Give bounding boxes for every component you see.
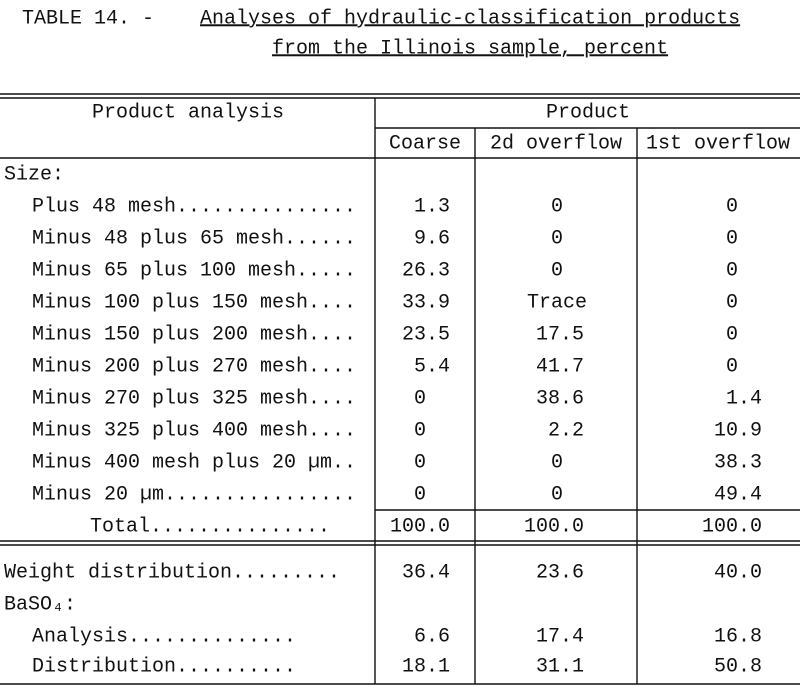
cell-value: 18.1 [402,655,450,678]
row-label: Minus 200 plus 270 mesh.... [32,355,356,378]
cell-value: 0 [414,451,426,474]
row-label: Minus 65 plus 100 mesh..... [32,259,356,282]
cell-value: 50.8 [714,655,762,678]
row-label: Plus 48 mesh............... [32,195,356,218]
row-label: Minus 20 µm................ [32,483,356,506]
cell-value: 9.6 [414,227,450,250]
column-header: 2d overflow [490,132,622,155]
cell-value: 26.3 [402,259,450,282]
cell-value: 0 [726,259,738,282]
cell-value: 5.4 [414,355,450,378]
row-label: Minus 270 plus 325 mesh.... [32,387,356,410]
row-label: Size: [4,163,64,186]
row-label: Analysis.............. [32,625,296,648]
cell-value: 0 [551,227,563,250]
cell-value: 2.2 [548,419,584,442]
cell-value: 17.4 [536,625,584,648]
row-label: BaSO₄: [4,593,76,616]
column-header: Coarse [389,132,461,155]
cell-value: 36.4 [402,561,450,584]
cell-value: 49.4 [714,483,762,506]
table-number: TABLE 14. - [22,7,154,30]
stub-header: Product analysis [92,101,284,124]
cell-value: 100.0 [702,515,762,538]
cell-value: Trace [527,291,587,314]
cell-value: 31.1 [536,655,584,678]
cell-value: 0 [726,355,738,378]
cell-value: 6.6 [414,625,450,648]
cell-value: 0 [414,387,426,410]
cell-value: 0 [726,227,738,250]
cell-value: 17.5 [536,323,584,346]
rules [0,93,800,685]
row-label: Minus 48 plus 65 mesh...... [32,227,356,250]
cell-value: 40.0 [714,561,762,584]
cell-value: 0 [726,195,738,218]
cell-value: 100.0 [390,515,450,538]
cell-value: 0 [551,483,563,506]
cell-value: 0 [726,291,738,314]
row-label: Total............... [90,515,330,538]
cell-value: 23.5 [402,323,450,346]
cell-value: 10.9 [714,419,762,442]
cell-value: 100.0 [524,515,584,538]
cell-value: 41.7 [536,355,584,378]
cell-value: 0 [414,483,426,506]
cell-value: 23.6 [536,561,584,584]
cell-value: 33.9 [402,291,450,314]
table-title: from the Illinois sample, percent [272,37,668,60]
row-label: Minus 150 plus 200 mesh.... [32,323,356,346]
cell-value: 0 [551,451,563,474]
cell-value: 1.3 [414,195,450,218]
row-label: Weight distribution......... [4,561,340,584]
cell-value: 0 [551,195,563,218]
table-title: Analyses of hydraulic-classification pro… [200,7,740,30]
cell-value: 38.6 [536,387,584,410]
cell-value: 0 [726,323,738,346]
cell-value: 0 [414,419,426,442]
cell-value: 0 [551,259,563,282]
column-header: 1st overflow [646,132,790,155]
cell-value: 16.8 [714,625,762,648]
group-header: Product [546,101,630,124]
row-label: Minus 100 plus 150 mesh.... [32,291,356,314]
row-label: Minus 325 plus 400 mesh.... [32,419,356,442]
cell-value: 38.3 [714,451,762,474]
row-label: Distribution.......... [32,655,296,678]
row-label: Minus 400 mesh plus 20 µm.. [32,451,356,474]
cell-value: 1.4 [726,387,762,410]
